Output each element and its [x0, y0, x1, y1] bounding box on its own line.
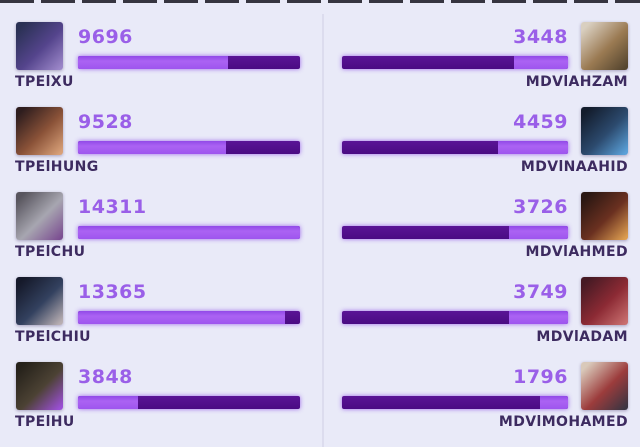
column-divider [322, 14, 324, 447]
bar-fill [509, 226, 568, 239]
champion-avatar [581, 362, 628, 410]
bar-fill [78, 56, 229, 69]
damage-value: 9528 [78, 111, 133, 133]
player-row: 3726 MDVlAHMED [0, 192, 640, 277]
damage-value: 14311 [78, 196, 147, 218]
player-name: TPElXU [15, 74, 74, 90]
bar-fill [78, 396, 138, 409]
player-name: TPElCHIU [15, 329, 91, 345]
damage-value: 3848 [78, 366, 133, 388]
bar-fill [497, 141, 568, 154]
player-name: MDVlAHMED [525, 244, 628, 260]
champion-avatar [16, 22, 63, 70]
champion-avatar [581, 192, 628, 240]
damage-bar [342, 141, 568, 154]
player-row: 9696 TPElXU [0, 22, 640, 107]
bar-fill [508, 311, 568, 324]
player-row: 3848 TPElHU [0, 362, 640, 447]
champion-avatar [16, 192, 63, 240]
champion-avatar [581, 277, 628, 325]
damage-bar [78, 141, 300, 154]
champion-avatar [16, 277, 63, 325]
player-row: 3749 MDVlADAM [0, 277, 640, 362]
player-row: 13365 TPElCHIU [0, 277, 640, 362]
damage-value: 13365 [78, 281, 147, 303]
damage-bar [342, 56, 568, 69]
champion-avatar [581, 22, 628, 70]
bar-fill [78, 141, 226, 154]
damage-value: 4459 [513, 111, 568, 133]
damage-bar [342, 226, 568, 239]
damage-bar [78, 56, 300, 69]
damage-bar [342, 396, 568, 409]
player-row: 9528 TPElHUNG [0, 107, 640, 192]
player-name: MDVlMOHAMED [498, 414, 628, 430]
player-name: MDVlADAM [536, 329, 628, 345]
bar-fill [539, 396, 568, 409]
damage-value: 3749 [513, 281, 568, 303]
damage-bar [78, 311, 300, 324]
player-name: TPElCHU [15, 244, 86, 260]
damage-value: 1796 [513, 366, 568, 388]
champion-avatar [16, 107, 63, 155]
player-row: 1796 MDVlMOHAMED [0, 362, 640, 447]
bar-fill [513, 56, 568, 69]
player-name: MDVlNAAHID [520, 159, 628, 175]
damage-bar [78, 396, 300, 409]
top-edge-strip [0, 0, 640, 3]
champion-avatar [581, 107, 628, 155]
player-name: TPElHU [15, 414, 75, 430]
player-row: 3448 MDVlAHZAM [0, 22, 640, 107]
player-name: MDVlAHZAM [525, 74, 628, 90]
damage-value: 9696 [78, 26, 133, 48]
player-row: 4459 MDVlNAAHID [0, 107, 640, 192]
damage-bar [342, 311, 568, 324]
champion-avatar [16, 362, 63, 410]
damage-bar [78, 226, 300, 239]
player-name: TPElHUNG [15, 159, 99, 175]
bar-fill [78, 226, 300, 239]
damage-value: 3448 [513, 26, 568, 48]
bar-fill [78, 311, 286, 324]
player-row: 14311 TPElCHU [0, 192, 640, 277]
damage-value: 3726 [513, 196, 568, 218]
